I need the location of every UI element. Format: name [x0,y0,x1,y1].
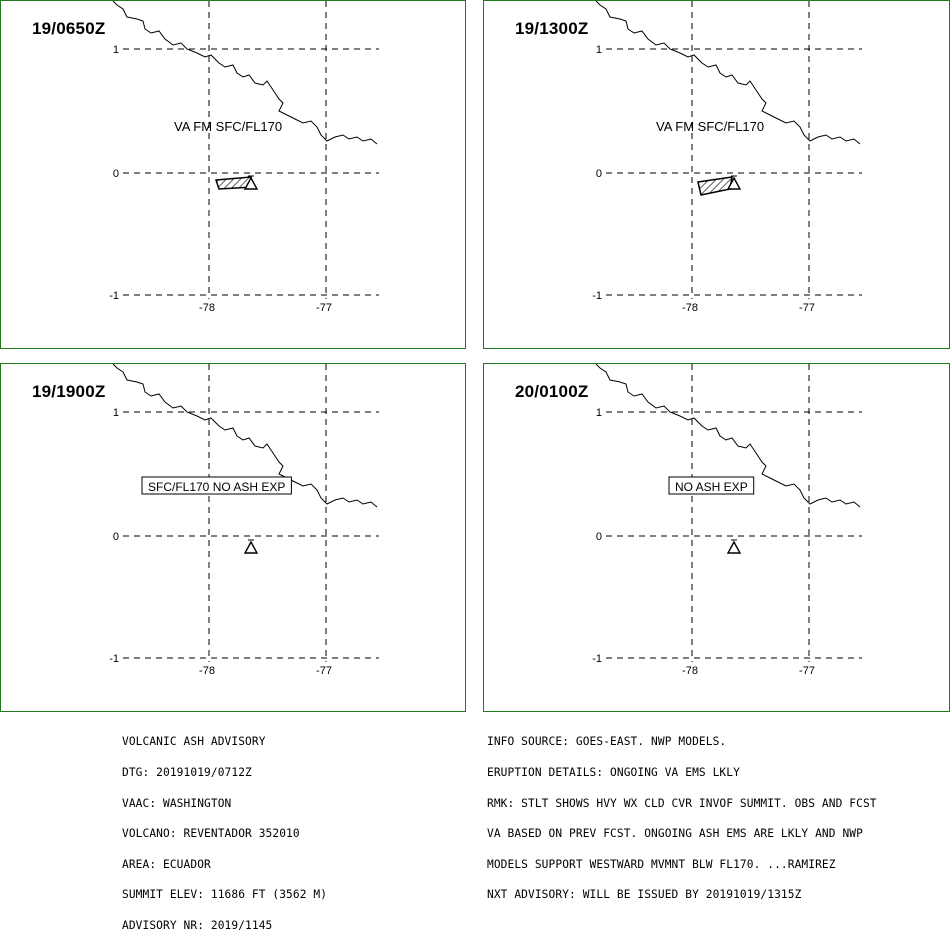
lat-tick-label: -1 [592,290,602,302]
lon-tick-label: -78 [199,665,215,677]
volcano-icon [243,540,259,554]
advisory-line: RMK: STLT SHOWS HVY WX CLD CVR INVOF SUM… [487,796,877,810]
advisory-line: DTG: 20191019/0712Z [122,766,252,779]
volcano-icon [726,176,742,190]
advisory-line: INFO SOURCE: GOES-EAST. NWP MODELS. [487,735,727,749]
lon-tick-label: -78 [682,665,698,677]
advisory-line: SUMMIT ELEV: 11686 FT (3562 M) [122,888,328,902]
lat-tick-label: 0 [596,531,602,543]
lat-tick-label: 1 [596,407,602,419]
ash-status-text: SFC/FL170 NO ASH EXP [148,480,285,494]
lat-tick-label: 0 [596,168,602,180]
ash-status-label: NO ASH EXP [668,476,755,495]
lat-tick-label: 0 [113,531,119,543]
volcano-icon [243,176,259,190]
lat-tick-label: 1 [596,44,602,56]
lat-tick-label: -1 [109,290,119,302]
advisory-line: VA BASED ON PREV FCST. ONGOING ASH EMS A… [487,827,863,841]
coastline [595,364,861,508]
panel-time: 19/1300Z [515,19,589,38]
lon-tick-label: -77 [316,302,332,314]
panel-time: 19/1900Z [32,382,106,401]
ash-height-label: VA FM SFC/FL170 [174,119,282,134]
map-svg: 1 0 -1 -78 -77 NO ASH EXP [592,364,862,677]
map-svg: 1 0 -1 -78 -77 SFC/FL170 NO ASH EXP [109,364,379,677]
ash-status-text: NO ASH EXP [675,480,748,494]
advisory-line: VAAC: WASHINGTON [122,796,232,810]
lat-tick-label: -1 [592,653,602,665]
map-svg: 1 0 -1 -78 -77 VA FM SFC/FL170 [592,1,862,314]
advisory-line: NXT ADVISORY: WILL BE ISSUED BY 20191019… [487,888,802,902]
panel-3: 1 0 -1 -78 -77 NO ASH EXP 20/0100Z [483,363,950,712]
lat-tick-label: 1 [113,407,119,419]
panel-0: 1 0 -1 -78 -77 VA FM SFC/FL170 19/0650Z [0,0,466,349]
coastline [112,364,378,508]
advisory-line: ADVISORY NR: 2019/1145 [122,918,273,932]
ash-status-label: SFC/FL170 NO ASH EXP [141,476,292,495]
lat-tick-label: 1 [113,44,119,56]
advisory-line: ERUPTION DETAILS: ONGOING VA EMS LKLY [487,766,740,779]
lon-tick-label: -77 [799,665,815,677]
ash-status-box [668,476,755,495]
lon-tick-label: -77 [316,665,332,677]
lat-tick-label: 0 [113,168,119,180]
map-svg: 1 0 -1 -78 -77 VA FM SFC/FL170 [109,1,379,314]
ash-status-box [141,476,292,495]
lon-tick-label: -77 [799,302,815,314]
coastline [595,1,861,145]
panel-time: 19/0650Z [32,19,106,38]
ash-cloud-polygon [697,176,733,196]
lon-tick-label: -78 [682,302,698,314]
volcano-icon [726,540,742,554]
advisory-left: VOLCANIC ASH ADVISORY DTG: 20191019/0712… [122,717,327,941]
coastline [112,1,378,145]
advisory-line: MODELS SUPPORT WESTWARD MVMNT BLW FL170.… [487,857,836,871]
panel-2: 1 0 -1 -78 -77 SFC/FL170 NO ASH EXP 19/1900Z [0,363,466,712]
ash-height-label: VA FM SFC/FL170 [656,119,764,134]
advisory-line: VOLCANIC ASH ADVISORY [122,735,266,749]
lon-tick-label: -78 [199,302,215,314]
lat-tick-label: -1 [109,653,119,665]
advisory-right: INFO SOURCE: GOES-EAST. NWP MODELS. ERUP… [487,717,877,911]
advisory-line: AREA: ECUADOR [122,857,211,871]
advisory-line: VOLCANO: REVENTADOR 352010 [122,827,300,841]
panel-time: 20/0100Z [515,382,589,401]
panel-1: 1 0 -1 -78 -77 VA FM SFC/FL170 19/1300Z [483,0,950,349]
